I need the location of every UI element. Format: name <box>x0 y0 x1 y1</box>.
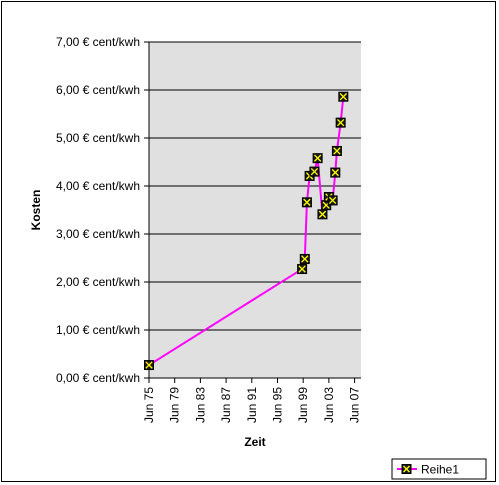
x-tick-label: Jun 03 <box>322 387 336 423</box>
data-point-cross <box>318 210 327 218</box>
legend-label: Reihe1 <box>421 463 459 477</box>
y-tick-label: 3,00 € cent/kwh <box>56 227 140 241</box>
data-point-cross <box>333 147 341 155</box>
y-tick-label: 7,00 € cent/kwh <box>56 35 140 49</box>
x-tick-label: Jun 95 <box>270 387 284 423</box>
data-point-cross <box>313 154 322 162</box>
data-point-cross <box>328 196 337 205</box>
data-point-cross <box>339 93 347 101</box>
x-tick-label: Jun 91 <box>245 387 259 423</box>
y-tick-label: 0,00 € cent/kwh <box>56 371 140 385</box>
y-tick-label: 2,00 € cent/kwh <box>56 275 140 289</box>
x-tick-label: Jun 87 <box>219 387 233 423</box>
data-point-cross <box>301 255 309 263</box>
y-tick-label: 5,00 € cent/kwh <box>56 131 140 145</box>
data-point-cross <box>331 168 339 177</box>
y-tick-label: 6,00 € cent/kwh <box>56 83 140 97</box>
x-axis-title: Zeit <box>244 435 265 449</box>
data-point-cross <box>145 361 153 369</box>
x-tick-label: Jun 79 <box>168 387 182 423</box>
x-tick-label: Jun 99 <box>296 387 310 423</box>
data-point-cross <box>310 167 319 176</box>
data-point-cross <box>298 265 306 273</box>
legend-marker-cross <box>403 465 410 473</box>
data-point-cross <box>336 118 345 127</box>
legend <box>391 458 487 480</box>
y-tick-label: 1,00 € cent/kwh <box>56 323 140 337</box>
x-tick-label: Jun 07 <box>348 387 362 423</box>
x-tick-label: Jun 83 <box>193 387 207 423</box>
y-tick-label: 4,00 € cent/kwh <box>56 179 140 193</box>
x-tick-label: Jun 75 <box>142 387 156 423</box>
y-axis-title: Kosten <box>29 190 43 231</box>
data-point-cross <box>303 198 311 206</box>
